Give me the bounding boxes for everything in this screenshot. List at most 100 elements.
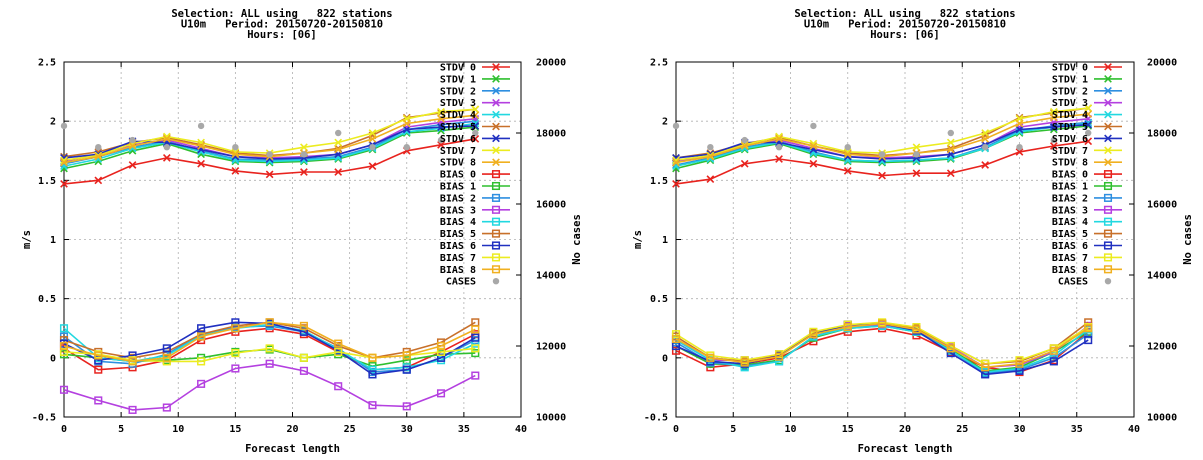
- data-point-stdv-0: [471, 135, 480, 143]
- data-point-stdv-0: [231, 167, 240, 175]
- data-point-stdv-0: [740, 159, 749, 168]
- data-point-bias-8: [231, 324, 240, 333]
- legend-label: BIAS 0: [1052, 170, 1088, 181]
- legend-swatch-marker: [1103, 205, 1113, 214]
- data-point-stdv-7: [1049, 107, 1058, 116]
- y-tick-label: 0: [50, 353, 56, 364]
- legend-item-bias-0: BIAS 0: [440, 170, 510, 181]
- legend-swatch-marker: [491, 181, 501, 191]
- y2-tick-label: 18000: [536, 129, 566, 140]
- data-point-stdv-8: [1084, 110, 1093, 118]
- series-bias-7: [59, 344, 480, 366]
- data-point-bias-3: [436, 389, 446, 398]
- x-tick-label: 15: [229, 424, 241, 435]
- data-point-bias-6: [1084, 336, 1093, 345]
- legend-swatch-marker: [491, 205, 501, 214]
- y-tick-label: 2: [662, 117, 668, 128]
- data-point-bias-6: [471, 333, 480, 342]
- legend-item-bias-3: BIAS 3: [1052, 205, 1122, 216]
- chart-panel-left: Selection: ALL using 822 stations U10m Pe…: [0, 0, 601, 455]
- data-point-stdv-8: [94, 152, 103, 161]
- data-point-bias-3: [402, 402, 411, 411]
- legend-label: STDV 5: [1052, 122, 1088, 133]
- data-point-cases: [369, 144, 376, 151]
- data-point-bias-3: [94, 396, 103, 405]
- data-point-stdv-5: [437, 109, 445, 117]
- data-point-stdv-8: [706, 152, 715, 161]
- legend-label: STDV 6: [1052, 134, 1088, 145]
- y2-axis-label: No cases: [1182, 214, 1194, 265]
- y2-tick-label: 10000: [536, 413, 566, 424]
- legend-label: STDV 8: [440, 158, 476, 169]
- data-point-cases: [1085, 129, 1092, 137]
- data-point-stdv-6: [1015, 125, 1024, 134]
- data-point-cases: [913, 151, 920, 158]
- data-point-bias-1: [471, 349, 480, 358]
- legend-item-bias-4: BIAS 4: [1052, 217, 1122, 228]
- data-point-bias-8: [912, 325, 921, 334]
- data-point-stdv-8: [1049, 113, 1058, 122]
- data-point-bias-8: [775, 352, 784, 361]
- data-point-bias-3: [334, 382, 343, 391]
- legend-swatch-marker: [1103, 241, 1113, 250]
- data-point-cases: [1016, 144, 1023, 151]
- data-point-stdv-8: [437, 114, 445, 123]
- legend-label: BIAS 2: [440, 193, 476, 204]
- y2-tick-label: 12000: [1147, 342, 1177, 353]
- chart-panel-right: Selection: ALL using 822 stations U10m Pe…: [601, 0, 1203, 455]
- series-line-bias-6: [63, 321, 476, 376]
- data-point-bias-6: [402, 365, 411, 374]
- legend-swatch-marker: [492, 278, 500, 285]
- legend-swatch-marker: [492, 75, 500, 83]
- legend-item-stdv-7: STDV 7: [1052, 146, 1122, 157]
- data-point-stdv-0: [775, 155, 783, 163]
- data-point-bias-8: [368, 353, 377, 362]
- x-tick-label: 25: [956, 424, 968, 435]
- legend-swatch-marker: [491, 241, 501, 250]
- y2-tick-label: 14000: [1147, 271, 1177, 282]
- data-point-cases: [981, 144, 989, 151]
- legend-swatch-marker: [1104, 110, 1112, 119]
- series-bias-6: [59, 318, 480, 379]
- legend-swatch-marker: [1103, 193, 1113, 202]
- data-point-stdv-0: [197, 159, 205, 168]
- data-point-bias-8: [706, 353, 715, 362]
- data-point-stdv-0: [94, 176, 103, 185]
- legend-swatch-marker: [492, 134, 500, 143]
- data-point-stdv-8: [809, 142, 818, 150]
- y-axis-label: m/s: [632, 230, 644, 249]
- data-point-stdv-8: [775, 135, 783, 143]
- legend-item-stdv-4: STDV 4: [440, 110, 510, 121]
- data-point-stdv-8: [946, 145, 955, 154]
- data-point-stdv-0: [706, 175, 715, 184]
- legend-item-cases: CASES: [446, 277, 500, 288]
- series-stdv-8: [60, 111, 480, 167]
- data-point-cases: [1050, 136, 1058, 144]
- legend-swatch-marker: [1104, 134, 1112, 143]
- data-point-bias-7: [231, 349, 240, 358]
- legend-label: STDV 1: [440, 74, 476, 85]
- series-line-bias-8: [675, 322, 1089, 369]
- legend-label: STDV 3: [1052, 98, 1088, 109]
- legend-label: BIAS 3: [1052, 205, 1088, 216]
- chart-title-line: Hours: [06]: [247, 29, 317, 41]
- y-tick-label: 2.5: [38, 58, 56, 69]
- data-point-stdv-6: [437, 123, 445, 131]
- legend-label: BIAS 7: [1052, 253, 1088, 264]
- legend-swatch-marker: [1104, 122, 1112, 131]
- data-point-stdv-7: [912, 143, 921, 152]
- chart-title-line: U10m Period: 20150720-20150810: [181, 19, 383, 31]
- data-point-bias-8: [843, 323, 852, 332]
- data-point-stdv-0: [809, 159, 818, 168]
- legend-swatch-marker: [491, 193, 501, 202]
- data-point-cases: [472, 129, 479, 137]
- legend-label: STDV 0: [1052, 63, 1088, 74]
- data-point-bias-3: [162, 403, 171, 412]
- legend-item-bias-1: BIAS 1: [1052, 182, 1122, 193]
- data-point-stdv-0: [437, 140, 445, 149]
- legend-item-stdv-2: STDV 2: [1052, 86, 1122, 97]
- data-point-bias-8: [402, 351, 411, 360]
- y-tick-label: 2.5: [650, 58, 668, 69]
- legend-label: BIAS 6: [440, 241, 476, 252]
- series-line-bias-1: [675, 325, 1089, 372]
